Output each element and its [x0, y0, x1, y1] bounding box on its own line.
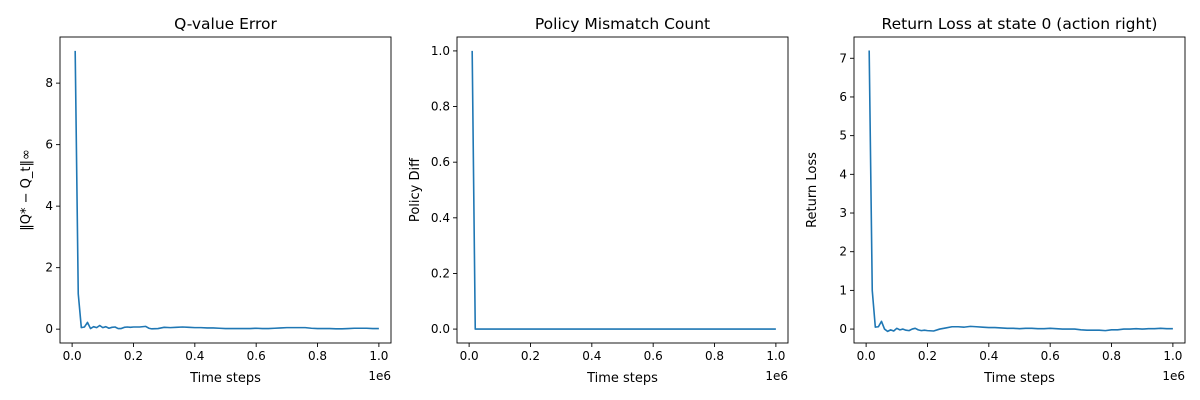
y-tick-label: 7: [839, 51, 847, 65]
chart-panel-1: 0.0 0.2 0.4 0.6 0.8 1.0 0 2 4 6 8 Q-value Error Time…: [19, 15, 392, 386]
x-axis-label: Time steps: [983, 371, 1055, 386]
x-tick-label: 0.8: [1102, 349, 1121, 363]
y-tick-label: 4: [45, 199, 53, 213]
x-tick-label: 1.0: [1163, 349, 1182, 363]
series-line: [74, 50, 379, 330]
y-tick-label: 0.0: [431, 322, 450, 336]
x-axis-offset-label: 1e6: [765, 369, 788, 383]
axes-frame: [853, 36, 1186, 344]
x-tick-label: 0.8: [308, 349, 327, 363]
y-tick-label: 0: [839, 322, 847, 336]
x-tick-label: 0.2: [124, 349, 143, 363]
y-tick-label: 0.2: [431, 266, 450, 280]
x-tick-label: 0.4: [185, 349, 204, 363]
x-axis-offset-label: 1e6: [368, 369, 391, 383]
x-tick-label: 1.0: [369, 349, 388, 363]
chart-panel-3: 0.0 0.2 0.4 0.6 0.8 1.0 0 1 2 3 4 5 6 7 Return Loss at…: [805, 15, 1186, 386]
x-tick-label: 0.4: [582, 349, 601, 363]
y-tick-label: 5: [839, 129, 847, 143]
y-axis-label: ‖Q* − Q_t‖∞: [19, 149, 34, 231]
x-tick-label: 0.2: [918, 349, 937, 363]
x-tick-label: 0.6: [247, 349, 266, 363]
x-tick-label: 0.0: [460, 349, 479, 363]
x-axis-offset-label: 1e6: [1162, 369, 1185, 383]
axes-frame: [456, 36, 789, 344]
x-tick-label: 0.6: [644, 349, 663, 363]
y-tick-label: 4: [839, 167, 847, 181]
chart-panel-2: 0.0 0.2 0.4 0.6 0.8 1.0 0.0 0.2 0.4 0.6 0.8 1.0 Poli…: [408, 15, 789, 386]
y-axis-label: Policy Diff: [408, 157, 423, 222]
x-tick-label: 1.0: [766, 349, 785, 363]
y-tick-label: 0.8: [431, 100, 450, 114]
chart-title: Policy Mismatch Count: [535, 15, 710, 33]
y-tick-label: 0: [45, 322, 53, 336]
y-tick-label: 0.4: [431, 211, 450, 225]
x-tick-label: 0.2: [521, 349, 540, 363]
y-tick-label: 1.0: [431, 44, 450, 58]
x-tick-label: 0.6: [1041, 349, 1060, 363]
y-tick-label: 8: [45, 76, 53, 90]
y-tick-label: 2: [839, 245, 847, 259]
axes-frame: [59, 36, 392, 344]
y-axis-label: Return Loss: [805, 152, 820, 228]
x-tick-label: 0.0: [63, 349, 82, 363]
chart-title: Return Loss at state 0 (action right): [882, 15, 1158, 33]
y-tick-label: 1: [839, 283, 847, 297]
chart-title: Q-value Error: [174, 15, 277, 33]
series-line: [868, 50, 1173, 333]
y-tick-label: 6: [45, 138, 53, 152]
x-axis-label: Time steps: [586, 371, 658, 386]
x-tick-label: 0.8: [705, 349, 724, 363]
y-tick-label: 0.6: [431, 155, 450, 169]
y-tick-label: 6: [839, 90, 847, 104]
x-axis-label: Time steps: [189, 371, 261, 386]
x-tick-label: 0.0: [857, 349, 876, 363]
y-tick-label: 2: [45, 261, 53, 275]
x-tick-label: 0.4: [979, 349, 998, 363]
series-line: [471, 50, 776, 330]
y-tick-label: 3: [839, 206, 847, 220]
